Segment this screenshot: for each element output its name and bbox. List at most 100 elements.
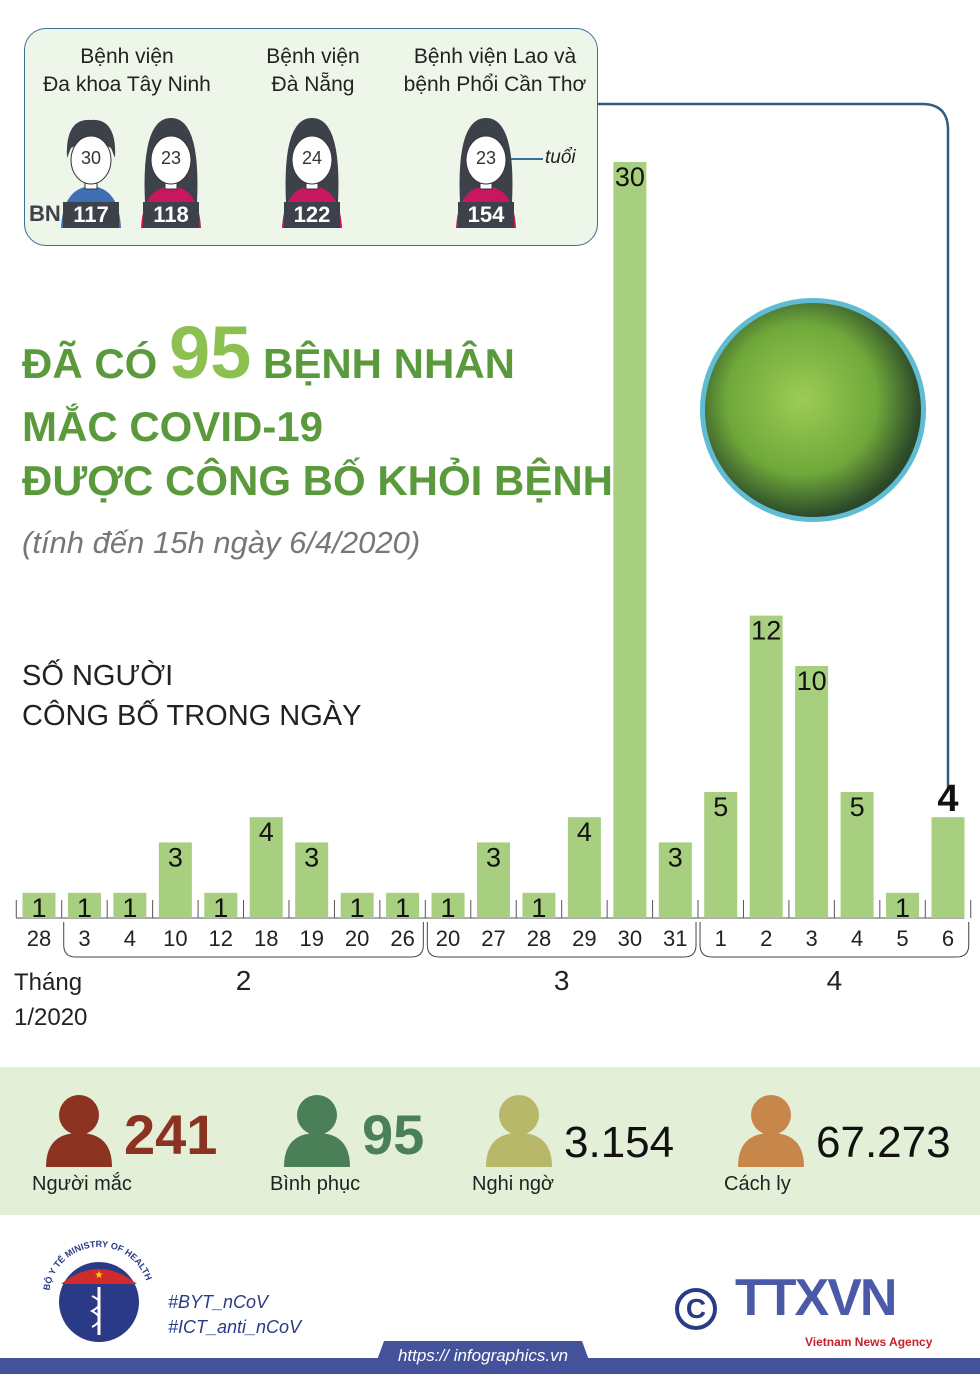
bar-value-label: 3 [168,842,183,872]
hashtag: #ICT_anti_nCoV [168,1317,302,1337]
bar-value-label: 3 [486,842,501,872]
month-label: 4 [827,965,843,996]
stat-label: Bình phục [270,1173,361,1195]
bar-value-label: 1 [531,893,546,923]
bar [249,817,283,918]
chart-heading-line2: CÔNG BỐ TRONG NGÀY [22,700,362,732]
headline-pre: ĐÃ CÓ [22,340,158,387]
bar-value-label: 1 [77,893,92,923]
bar [931,817,965,918]
x-tick-label: 5 [896,926,908,951]
bar-value-label: 1 [31,893,46,923]
x-tick-label: 28 [527,926,551,951]
bar-value-label: 30 [615,162,645,192]
bar-chart: 1281314310112418319120126120327128429303… [14,162,972,1031]
bar [840,792,874,918]
month-label: 1/2020 [14,1004,87,1031]
bar [795,666,829,918]
bar-value-label: 5 [850,792,865,822]
bar [113,892,147,918]
bar [158,842,192,918]
patient-id-badge: 122 [284,202,340,228]
patient-icon: 23 154 [456,118,516,228]
person-icon [284,1095,350,1167]
patient-icon: 30 117 [61,118,121,228]
patient-id-badge: 117 [63,202,119,228]
stat-label: Nghi ngờ [472,1173,555,1195]
website-link[interactable]: https:// infographics.vn [397,1346,569,1365]
bar [477,842,510,918]
stat-value: 3.154 [564,1118,675,1167]
hospital-name: Bệnh viện Đa khoa Tây Ninh [43,45,211,96]
stat-value: 67.273 [816,1118,951,1167]
person-icon [46,1095,112,1167]
patient-icon: 23 118 [141,118,201,228]
ttxvn-logo: TTXVN [735,1269,897,1327]
x-tick-label: 18 [254,926,278,951]
bar [295,842,329,918]
x-tick-label: 3 [806,926,818,951]
stat-value: 95 [362,1103,425,1166]
patient-id-badge: 118 [143,202,199,228]
bar-value-label: 1 [213,893,228,923]
headline-number: 95 [169,311,252,394]
month-bracket [63,922,424,958]
hospital-name: Bệnh viện Đà Nẵng [266,45,360,96]
patient-age: 30 [80,148,102,168]
patient-id-badge: 154 [458,202,514,228]
month-label: 3 [554,965,570,996]
bar-value-label: 1 [350,893,365,923]
stat-label: Người mắc [32,1173,132,1195]
x-tick-label: 2 [760,926,772,951]
headline-line3: ĐƯỢC CÔNG BỐ KHỎI BỆNH [22,457,614,504]
chart-heading-line1: SỐ NGƯỜI [22,660,174,692]
patient-age: 23 [160,148,182,168]
bar-value-label: 4 [937,778,958,820]
month-bracket [426,922,697,958]
bar-value-label: 10 [797,666,827,696]
agency-subtitle: Vietnam News Agency [805,1335,933,1349]
bar-value-label: 1 [441,893,456,923]
age-label: tuổi [545,147,576,168]
virus-image [700,298,926,522]
bar-value-label: 4 [577,817,592,847]
stat-label: Cách ly [724,1173,791,1195]
bar-value-label: 5 [713,792,728,822]
bar-value-label: 1 [395,893,410,923]
headline-line1: ĐÃ CÓ 95 BỆNH NHÂN [22,316,515,390]
x-tick-label: 29 [572,926,596,951]
bar-value-label: 12 [751,616,781,646]
month-label: Tháng [14,969,82,996]
bar-value-label: 1 [895,893,910,923]
x-tick-label: 3 [78,926,90,951]
headline-line2: MẮC COVID-19 [22,403,324,450]
bar [204,892,238,918]
person-icon [486,1095,552,1167]
bar [658,842,692,918]
patient-icon: 24 122 [282,118,342,228]
x-tick-label: 4 [851,926,863,951]
x-tick-label: 31 [663,926,687,951]
bar [386,892,420,918]
person-icon [738,1095,804,1167]
bar [749,615,783,918]
bar [886,892,920,918]
bar [340,892,374,918]
bar [567,817,601,918]
patient-age: 24 [301,148,323,168]
headline-post: BỆNH NHÂN [263,340,515,387]
bar-value-label: 3 [304,842,319,872]
x-tick-label: 20 [345,926,369,951]
bar [704,792,738,918]
bar [67,892,101,918]
x-tick-label: 26 [390,926,414,951]
x-tick-label: 12 [209,926,233,951]
x-tick-label: 6 [942,926,954,951]
x-tick-label: 27 [481,926,505,951]
bar-value-label: 4 [259,817,274,847]
hospital-name: Bệnh viện Lao và bệnh Phổi Cần Thơ [403,45,587,96]
arrow-icon [503,158,543,160]
ministry-of-health-logo: ★ BỘ Y TẾ MINISTRY OF HEALTH [42,1240,154,1342]
bar [431,892,465,918]
